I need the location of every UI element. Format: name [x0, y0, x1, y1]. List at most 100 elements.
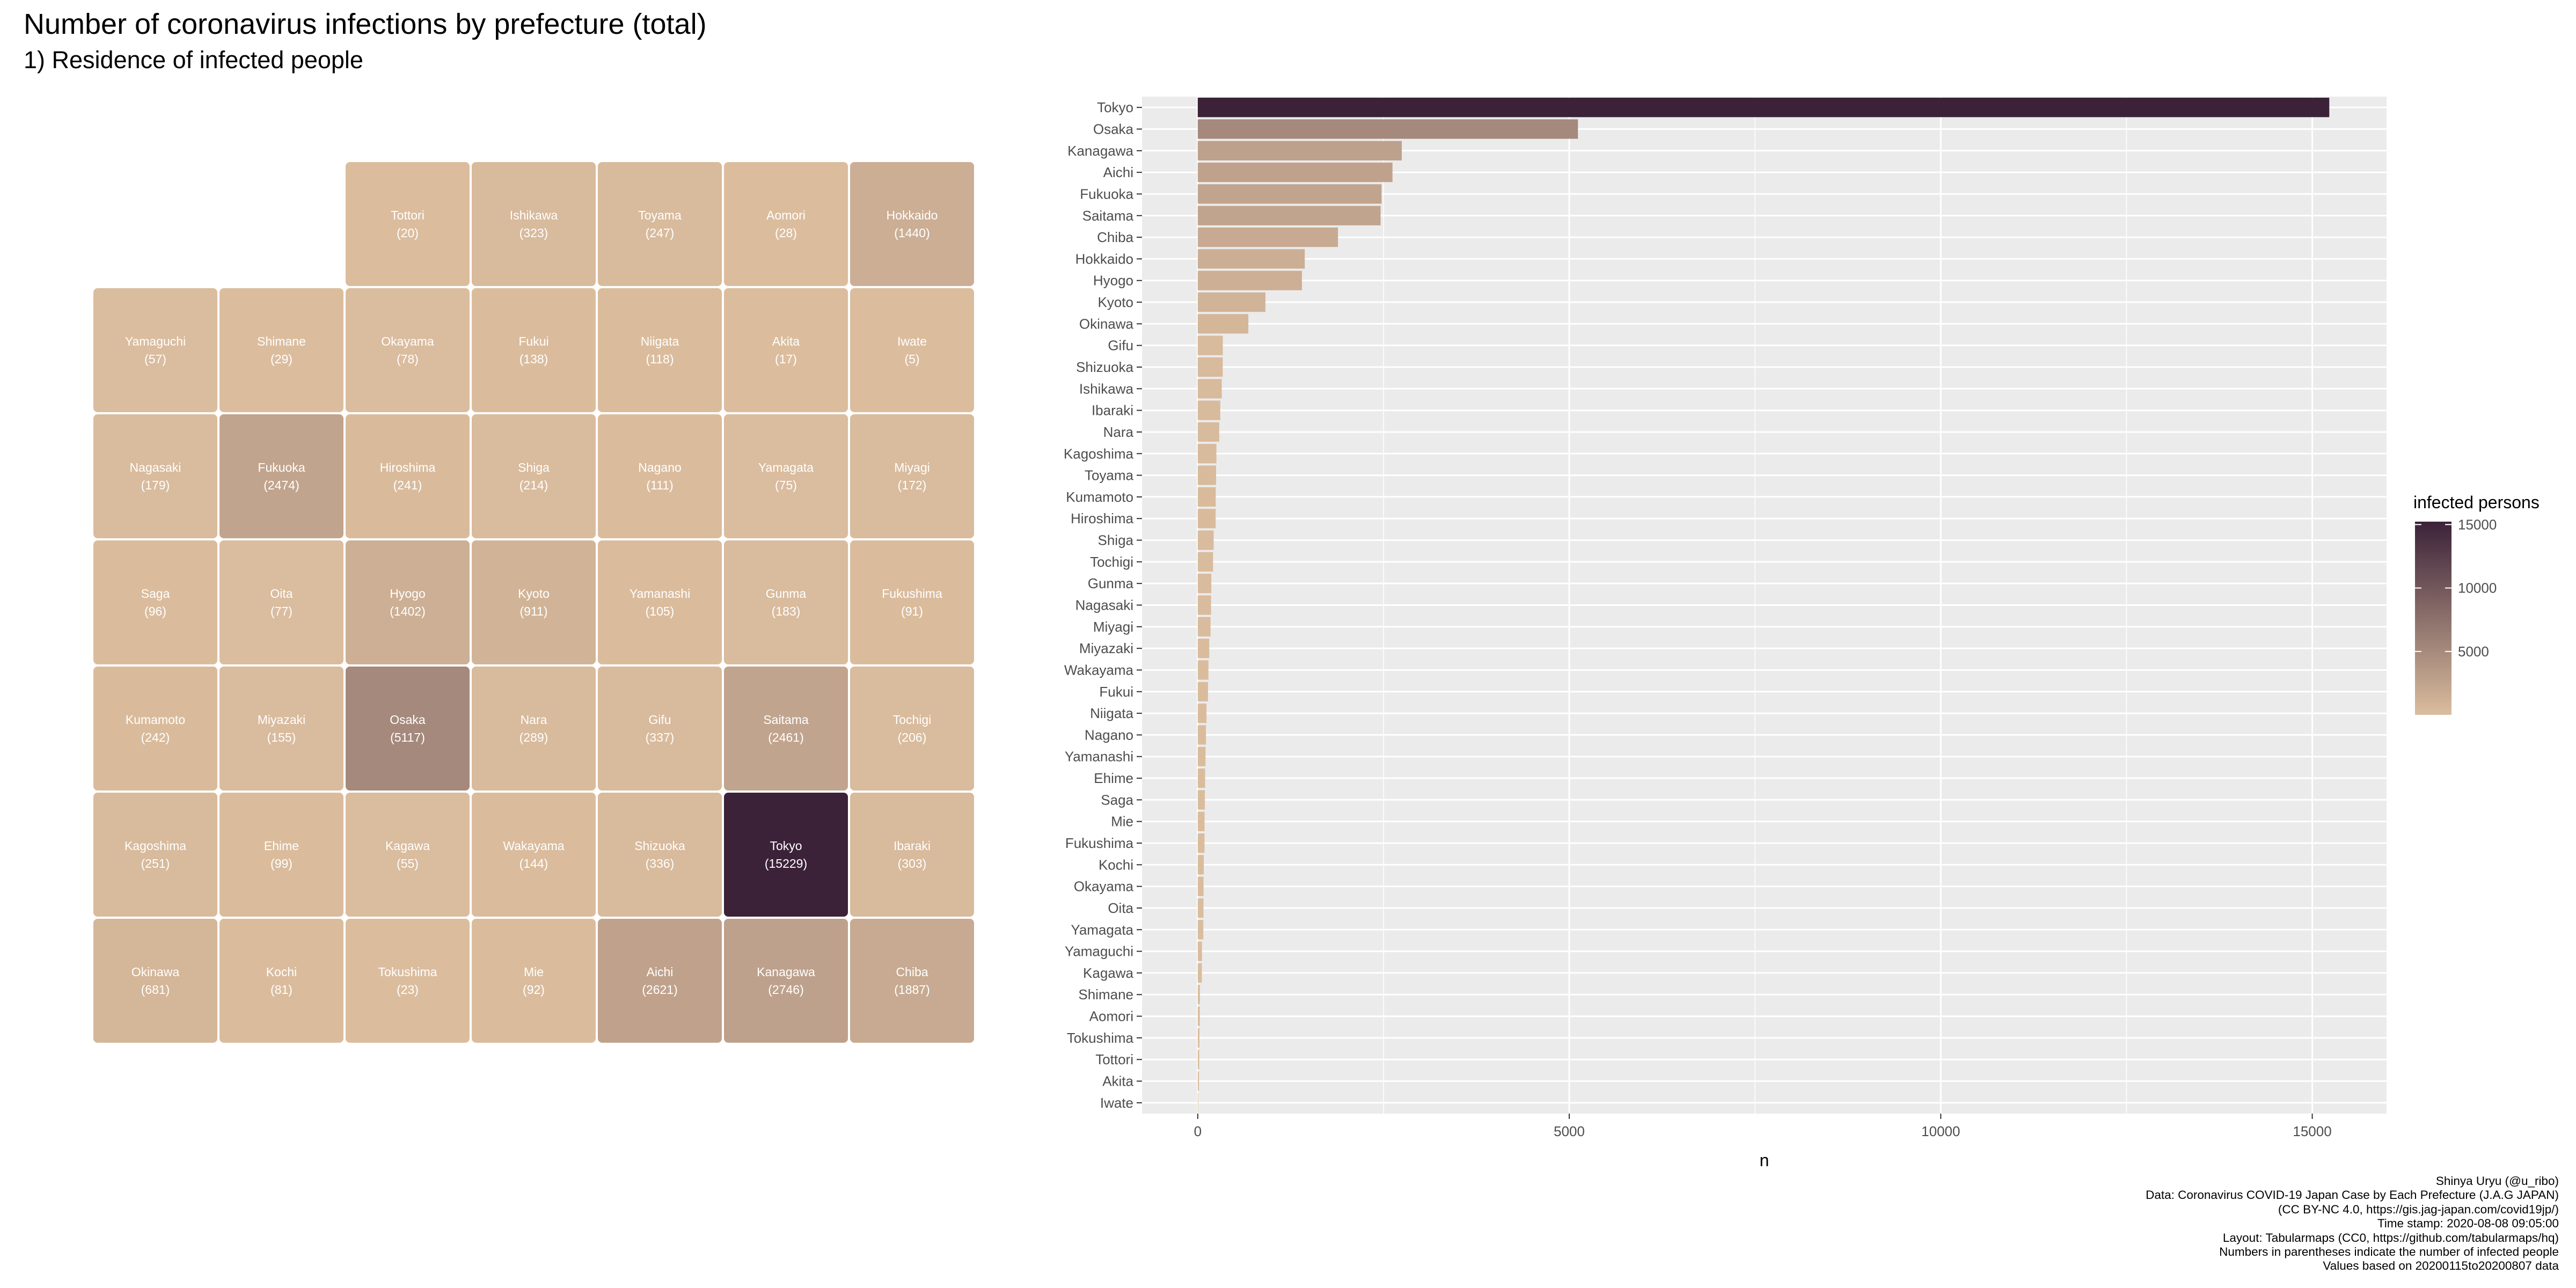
tile-name: Toyama — [638, 208, 682, 222]
tile-name: Aomori — [766, 208, 806, 222]
prefecture-tile: Kagawa (55) — [346, 793, 470, 917]
y-tick-label: Miyagi — [1093, 619, 1133, 635]
bar-nagano — [1197, 725, 1206, 745]
caption-line: Values based on 20200115to20200807 data — [2323, 1259, 2559, 1273]
bar-kumamoto — [1197, 487, 1216, 507]
tile-count: (2621) — [642, 982, 678, 997]
tile-name: Miyazaki — [257, 712, 306, 727]
bar-kanagawa — [1197, 141, 1402, 160]
prefecture-tile: Ibaraki (303) — [850, 793, 974, 917]
tile-name: Okayama — [381, 334, 434, 348]
tile-count: (2461) — [768, 730, 804, 744]
tile-count: (28) — [775, 225, 797, 240]
tile-count: (111) — [646, 478, 674, 492]
prefecture-tile: Tottori (20) — [346, 162, 470, 286]
tile-count: (57) — [144, 352, 166, 366]
tile-count: (92) — [523, 982, 545, 997]
tile-count: (55) — [397, 856, 419, 870]
prefecture-tile: Toyama (247) — [598, 162, 722, 286]
tile-name: Osaka — [390, 712, 426, 727]
bar-toyama — [1197, 465, 1217, 485]
y-tick-label: Kumamoto — [1066, 489, 1133, 505]
y-tick-label: Yamagata — [1071, 921, 1133, 938]
prefecture-tile: Wakayama (144) — [472, 793, 596, 917]
tile-name: Tokushima — [378, 964, 437, 979]
caption-line: Layout: Tabularmaps (CC0, https://github… — [2222, 1231, 2559, 1245]
prefecture-tile: Kumamoto (242) — [93, 667, 217, 791]
prefecture-tile: Tochigi (206) — [850, 667, 974, 791]
tile-count: (118) — [646, 352, 674, 366]
tile-name: Chiba — [896, 964, 928, 979]
bar-ehime — [1197, 768, 1205, 788]
tile-name: Fukushima — [882, 586, 942, 601]
tile-name: Wakayama — [503, 838, 565, 853]
tile-count: (29) — [270, 352, 292, 366]
tile-count: (247) — [645, 225, 675, 240]
bar-osaka — [1197, 119, 1578, 139]
prefecture-tile: Niigata (118) — [598, 288, 722, 412]
tile-name: Yamaguchi — [125, 334, 186, 348]
bar-miyazaki — [1197, 638, 1210, 658]
prefecture-tile: Gifu (337) — [598, 667, 722, 791]
tile-count: (183) — [771, 604, 801, 618]
y-tick-label: Niigata — [1090, 705, 1133, 721]
y-tick-label: Chiba — [1097, 229, 1133, 245]
tile-name: Kagoshima — [124, 838, 187, 853]
bar-yamagata — [1197, 920, 1204, 940]
prefecture-tile: Shimane (29) — [219, 288, 343, 412]
bar-shimane — [1197, 985, 1200, 1005]
prefecture-tile: Gunma (183) — [724, 540, 848, 664]
prefecture-tile: Chiba (1887) — [850, 919, 974, 1043]
y-tick-label: Fukui — [1099, 684, 1133, 700]
tile-count: (1440) — [894, 225, 930, 240]
y-tick-label: Tokyo — [1097, 99, 1133, 115]
bar-akita — [1197, 1071, 1199, 1091]
tile-name: Saitama — [763, 712, 809, 727]
tile-name: Ishikawa — [509, 208, 558, 222]
prefecture-tile: Saitama (2461) — [724, 667, 848, 791]
x-tick-label: 5000 — [1554, 1123, 1585, 1139]
tile-name: Shizuoka — [634, 838, 685, 853]
prefecture-tile: Kochi (81) — [219, 919, 343, 1043]
tile-name: Yamanashi — [629, 586, 691, 601]
y-tick-label: Gifu — [1108, 338, 1133, 354]
bar-aichi — [1197, 162, 1393, 182]
tile-count: (241) — [393, 478, 422, 492]
y-tick-label: Wakayama — [1064, 662, 1134, 678]
y-tick-label: Toyama — [1085, 467, 1134, 484]
bar-kyoto — [1197, 292, 1265, 312]
bar-fukushima — [1197, 833, 1205, 853]
tile-count: (99) — [270, 856, 292, 870]
legend-tick-label: 15000 — [2458, 516, 2497, 532]
prefecture-tile: Nara (289) — [472, 667, 596, 791]
prefecture-tile: Osaka (5117) — [346, 667, 470, 791]
prefecture-tile: Fukui (138) — [472, 288, 596, 412]
prefecture-tile: Nagasaki (179) — [93, 414, 217, 538]
tile-name: Gunma — [765, 586, 807, 601]
prefecture-tile: Tokushima (23) — [346, 919, 470, 1043]
tile-count: (96) — [144, 604, 166, 618]
tile-name: Oita — [270, 586, 293, 601]
tile-count: (75) — [775, 478, 797, 492]
page-title: Number of coronavirus infections by pref… — [24, 8, 707, 40]
prefecture-tile-map: Tottori (20) Ishikawa (323) Toyama (247) Aomor… — [0, 0, 1020, 1073]
prefecture-tile: Hiroshima (241) — [346, 414, 470, 538]
y-tick-label: Saitama — [1082, 208, 1134, 224]
bar-fukui — [1197, 682, 1208, 701]
tile-count: (911) — [519, 604, 548, 618]
bar-gunma — [1197, 574, 1212, 594]
y-tick-label: Aichi — [1103, 164, 1133, 180]
tile-name: Shiga — [518, 460, 550, 474]
tile-count: (81) — [270, 982, 292, 997]
y-tick-label: Kagoshima — [1064, 445, 1134, 462]
prefecture-tile: Yamanashi (105) — [598, 540, 722, 664]
tile-count: (337) — [645, 730, 675, 744]
y-tick-label: Nagasaki — [1075, 597, 1133, 613]
bar-tokyo — [1197, 98, 2330, 118]
bar-miyagi — [1197, 617, 1211, 636]
y-tick-label: Okayama — [1074, 879, 1134, 895]
tile-count: (5) — [904, 352, 920, 366]
bar-mie — [1197, 811, 1205, 831]
y-tick-label: Gunma — [1088, 575, 1134, 591]
tile-count: (681) — [141, 982, 170, 997]
